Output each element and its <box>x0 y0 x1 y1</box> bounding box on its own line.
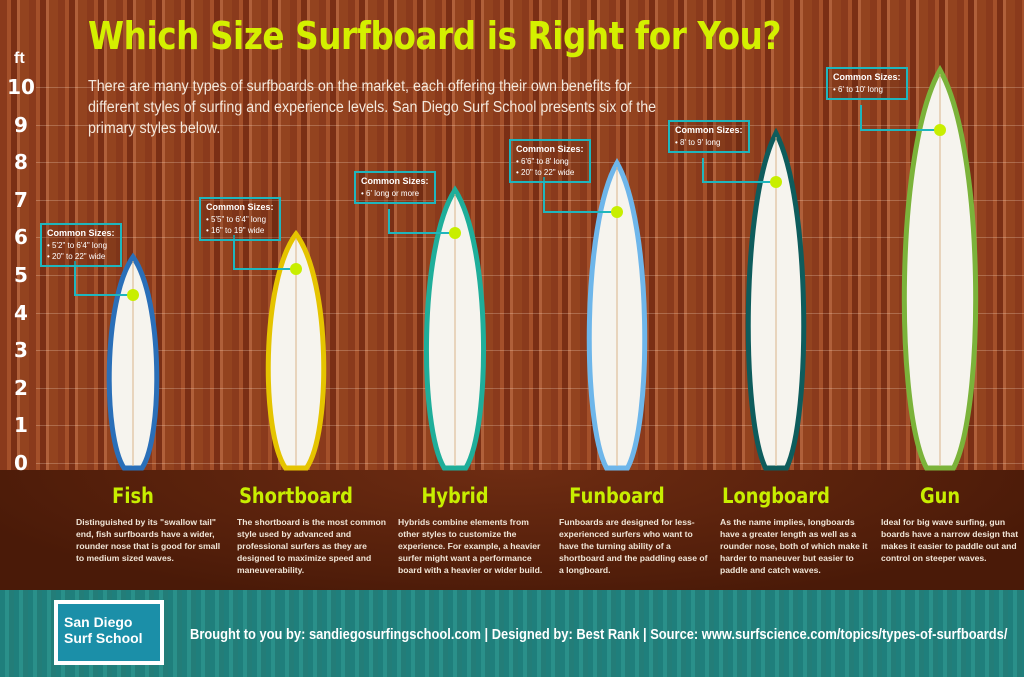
intro-text: There are many types of surfboards on th… <box>88 78 657 137</box>
marker-dot <box>449 227 461 239</box>
size-item: • 5'2" to 6'4" long <box>47 241 108 250</box>
school-logo[interactable]: San Diego Surf School <box>54 600 164 665</box>
marker-dot <box>770 176 782 188</box>
board-name: Shortboard <box>239 484 353 508</box>
callout-line <box>860 105 940 131</box>
size-item: • 6' to 10' long <box>833 85 883 94</box>
gridline <box>36 124 1024 126</box>
size-item: • 6'6" to 8' long <box>516 157 569 166</box>
surfboards <box>74 64 979 471</box>
logo-line1: San Diego <box>64 614 133 630</box>
callout-title: Common Sizes: <box>206 202 274 212</box>
gridline <box>36 199 1024 201</box>
size-item: • 20" to 22" wide <box>47 252 106 261</box>
board-name: Funboard <box>569 484 665 508</box>
axis-tick: 2 <box>14 375 28 400</box>
axis-tick: 9 <box>14 112 28 137</box>
board-description: Distinguished by its "swallow tail" end,… <box>76 517 221 563</box>
marker-dot <box>934 124 946 136</box>
board-description: As the name implies, longboards have a g… <box>720 517 868 575</box>
callout-title: Common Sizes: <box>47 228 115 238</box>
size-item: • 20" to 22" wide <box>516 168 575 177</box>
gridline <box>36 463 1024 464</box>
callout-title: Common Sizes: <box>361 176 429 186</box>
axis-tick: 8 <box>14 150 28 175</box>
callout-title: Common Sizes: <box>675 125 743 135</box>
axis-tick: 7 <box>14 187 28 212</box>
board-name: Fish <box>112 484 154 508</box>
common-sizes-callout: Common Sizes: • 6' long or more <box>354 171 436 204</box>
axis-tick: 5 <box>14 263 28 287</box>
size-item: • 5'5" to 6'4" long <box>206 215 267 224</box>
callout-title: Common Sizes: <box>516 144 584 154</box>
board-description: Hybrids combine elements from other styl… <box>398 517 543 575</box>
callout-line <box>233 235 296 270</box>
gridline <box>36 387 1024 389</box>
board-name: Gun <box>919 484 961 508</box>
wood-floor <box>0 470 1024 590</box>
common-sizes-callout: Common Sizes: • 8' to 9' long <box>668 120 750 153</box>
callout-title: Common Sizes: <box>833 72 901 82</box>
gridline <box>36 275 1024 276</box>
callout-line <box>388 209 455 234</box>
axis-tick: 6 <box>14 225 28 250</box>
page-title: Which Size Surfboard is Right for You? <box>88 14 781 58</box>
board-description: The shortboard is the most common style … <box>237 517 386 575</box>
gridline <box>36 87 1024 88</box>
common-sizes-callout: Common Sizes: • 6'6" to 8' long • 20" to 2… <box>509 139 591 183</box>
credits: Brought to you by: sandiegosurfingschool… <box>190 626 1008 643</box>
callout-line <box>702 158 776 183</box>
footer <box>0 590 1024 677</box>
logo-line2: Surf School <box>64 630 143 646</box>
size-item: • 6' long or more <box>361 189 420 198</box>
board-name: Hybrid <box>421 484 489 508</box>
axis-tick: 0 <box>14 451 28 475</box>
gridline <box>36 350 1024 352</box>
marker-dot <box>290 263 302 275</box>
size-item: • 16" to 19" wide <box>206 226 265 235</box>
axis-tick: 1 <box>14 413 28 438</box>
common-sizes-callout: Common Sizes: • 5'2" to 6'4" long • 20" to… <box>40 223 122 267</box>
axis-tick: 10 <box>7 75 35 99</box>
gridline <box>36 425 1024 427</box>
common-sizes-callout: Common Sizes: • 5'5" to 6'4" long • 16" to… <box>199 197 281 241</box>
axis-tick: 3 <box>14 338 28 363</box>
common-sizes-callout: Common Sizes: • 6' to 10' long <box>826 67 908 100</box>
gridline <box>36 312 1024 314</box>
axis-unit: ft <box>14 50 25 67</box>
size-item: • 8' to 9' long <box>675 138 721 147</box>
board-name: Longboard <box>722 484 830 508</box>
gridline <box>36 237 1024 239</box>
callout-line <box>74 261 133 296</box>
gridline <box>36 162 1024 164</box>
axis-tick: 4 <box>14 300 28 325</box>
marker-dot <box>127 289 139 301</box>
board-description: Ideal for big wave surfing, gun boards h… <box>881 517 1019 563</box>
callout-line <box>543 177 617 213</box>
marker-dot <box>611 206 623 218</box>
board-description: Funboards are designed for less- experie… <box>559 517 708 575</box>
